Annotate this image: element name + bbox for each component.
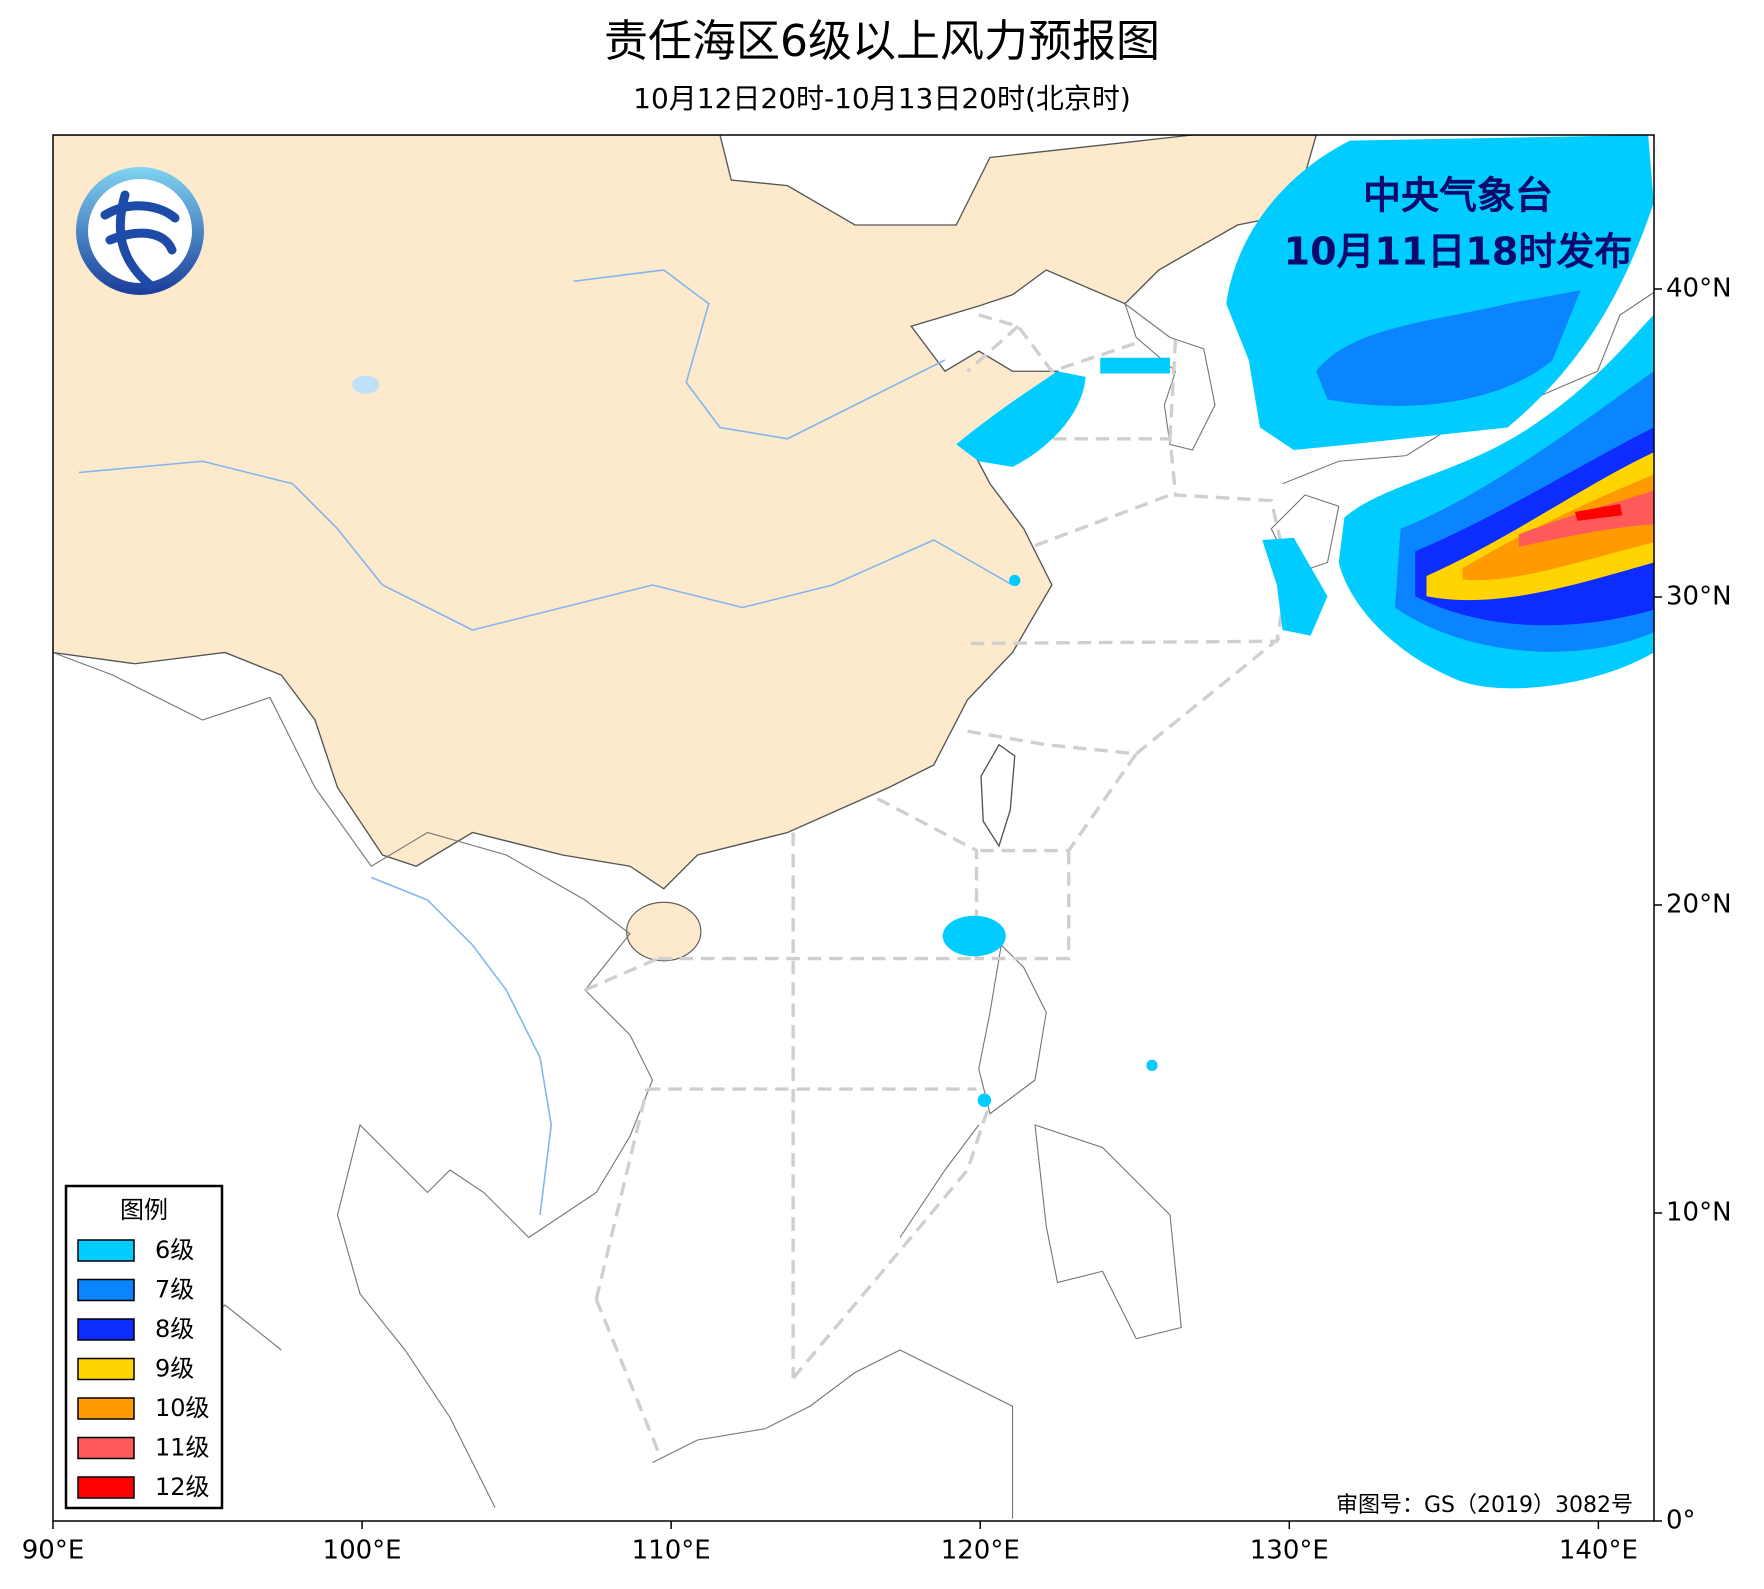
issuer: 中央气象台	[1363, 174, 1553, 218]
legend-swatch	[77, 1318, 135, 1341]
legend-label: 8级	[155, 1315, 194, 1343]
y-tick-label: 10°N	[1666, 1198, 1732, 1228]
legend-title: 图例	[120, 1196, 168, 1224]
legend-swatch	[77, 1397, 135, 1420]
x-tick-label: 100°E	[323, 1536, 402, 1566]
wind-area	[1009, 574, 1021, 587]
y-tick-label: 30°N	[1666, 582, 1732, 612]
legend-swatch	[77, 1476, 135, 1499]
sea-area-boundaries	[584, 313, 1290, 1452]
legend: 图例 6级 7级 8级 9级 10级 11级 12级	[64, 1184, 224, 1510]
x-tick-label: 110°E	[632, 1536, 711, 1566]
legend-label: 11级	[155, 1434, 210, 1462]
legend-swatch	[77, 1357, 135, 1381]
legend-label: 7级	[155, 1276, 194, 1304]
x-tick-label: 130°E	[1250, 1536, 1329, 1566]
legend-label: 12级	[155, 1473, 210, 1501]
y-tick-label: 40°N	[1666, 274, 1732, 304]
wind-areas	[942, 135, 1654, 1107]
legend-label: 9级	[155, 1355, 194, 1383]
taiwan	[980, 743, 1016, 848]
wind-area	[1262, 537, 1328, 636]
legend-label: 6级	[155, 1236, 194, 1264]
legend-label: 10级	[155, 1394, 210, 1422]
plot-frame	[52, 134, 1655, 1522]
issued-time: 10月11日18时发布	[1284, 230, 1633, 274]
x-tick-label: 140°E	[1559, 1536, 1638, 1566]
qinghai-lake	[352, 375, 380, 394]
map-layer	[53, 135, 1654, 1519]
wind-area	[942, 915, 1006, 957]
geography	[53, 135, 1654, 1519]
logo	[76, 167, 204, 295]
x-tick-label: 90°E	[22, 1536, 85, 1566]
wind-area	[1316, 290, 1581, 406]
wind-area	[1146, 1059, 1158, 1071]
wind-area	[977, 1093, 992, 1107]
x-tick-label: 120°E	[941, 1536, 1020, 1566]
legend-swatch	[77, 1436, 135, 1460]
y-tick-label: 20°N	[1666, 890, 1732, 920]
wind-area	[1575, 504, 1623, 521]
rivers	[78, 269, 1013, 1216]
hainan	[626, 901, 702, 962]
china-land	[53, 135, 1317, 890]
legend-swatch	[77, 1239, 135, 1262]
wind-area	[956, 371, 1086, 467]
wind-area	[1100, 357, 1170, 374]
y-tick-label: 0°	[1666, 1506, 1696, 1536]
title: 责任海区6级以上风力预报图	[604, 16, 1160, 67]
legend-swatch	[77, 1278, 135, 1302]
subtitle: 10月12日20时-10月13日20时(北京时)	[633, 82, 1131, 115]
korea	[1123, 302, 1216, 451]
philippines	[899, 943, 1182, 1340]
approval-number: 审图号：GS（2019）3082号	[1336, 1493, 1633, 1518]
